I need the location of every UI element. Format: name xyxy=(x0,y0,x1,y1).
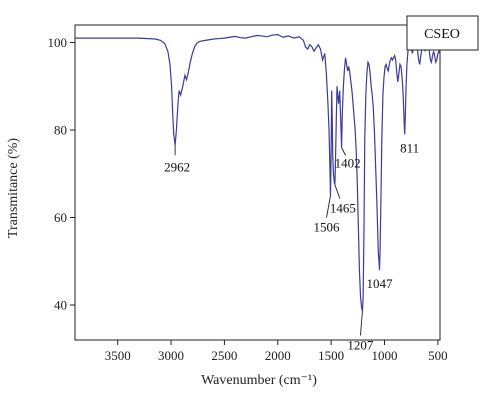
legend-label: CSEO xyxy=(424,27,460,42)
y-tick-label: 60 xyxy=(54,210,67,225)
x-tick-label: 3500 xyxy=(105,348,131,363)
peak-label-2962: 2962 xyxy=(164,159,190,174)
annotation-leader xyxy=(359,311,363,336)
annotation-leader xyxy=(334,184,341,199)
x-tick-label: 3000 xyxy=(158,348,184,363)
x-tick-label: 2000 xyxy=(265,348,291,363)
annotation-leader xyxy=(341,147,347,156)
y-axis: 40 60 80 100 xyxy=(48,35,75,313)
spectrum-line xyxy=(75,34,441,312)
x-tick-label: 1000 xyxy=(372,348,398,363)
legend-box xyxy=(406,15,479,51)
y-axis-title: Transmitance (%) xyxy=(6,138,21,239)
peak-annotations: 2962 1506 1465 1402 1207 1047 811 xyxy=(164,140,419,352)
y-tick-label: 80 xyxy=(54,123,67,138)
plot-area xyxy=(74,24,441,341)
annotation-leader xyxy=(326,195,331,218)
x-tick-label: 500 xyxy=(428,348,448,363)
peak-label-1506: 1506 xyxy=(314,220,341,235)
peak-label-1402: 1402 xyxy=(335,156,361,171)
x-axis: 3500 3000 2500 2000 1500 1000 500 xyxy=(105,340,448,363)
legend: CSEO xyxy=(406,15,479,51)
peak-label-1207: 1207 xyxy=(347,338,374,353)
x-tick-label: 2500 xyxy=(211,348,237,363)
peak-label-1047: 1047 xyxy=(366,276,393,291)
x-tick-label: 1500 xyxy=(318,348,344,363)
y-tick-label: 40 xyxy=(54,298,67,313)
peak-label-811: 811 xyxy=(400,140,419,155)
x-axis-title: Wavenumber (cm⁻¹) xyxy=(201,373,317,388)
y-tick-label: 100 xyxy=(48,35,68,50)
plot-frame xyxy=(74,24,441,341)
peak-label-1465: 1465 xyxy=(330,201,356,216)
